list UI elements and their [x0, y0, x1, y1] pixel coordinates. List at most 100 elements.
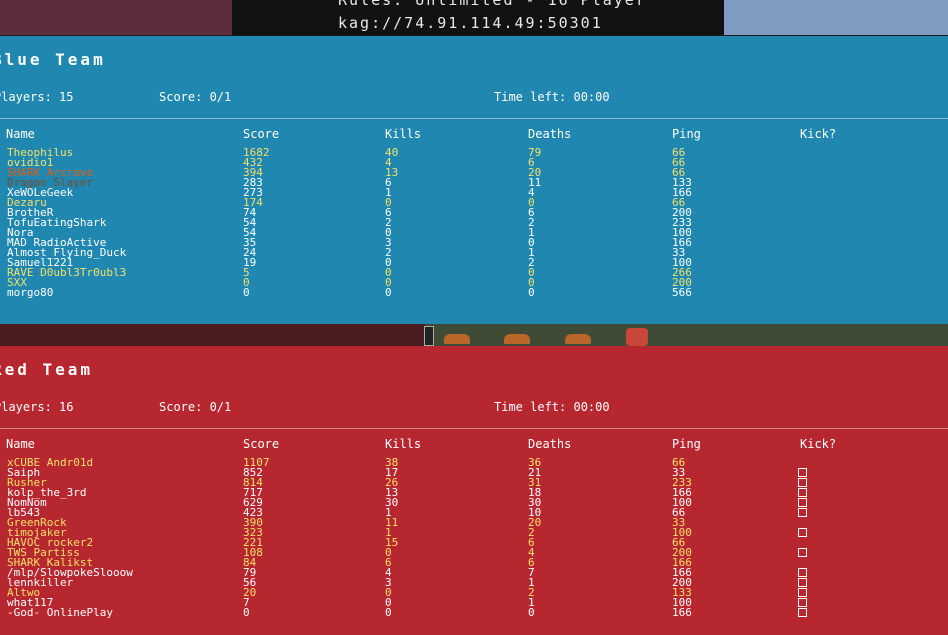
- player-row: SXX 0 0 0 200: [0, 276, 948, 289]
- kick-checkbox[interactable]: [798, 478, 807, 487]
- player-ping: 33: [672, 466, 686, 479]
- player-name: xCUBE Andr01d: [7, 456, 94, 469]
- player-score: 108: [243, 546, 263, 559]
- player-deaths: 36: [528, 456, 542, 469]
- player-name: GreenRock: [7, 516, 67, 529]
- player-sprite: [626, 328, 648, 346]
- kick-checkbox[interactable]: [798, 588, 807, 597]
- player-row: Saiph 852 17 21 33: [0, 466, 948, 479]
- player-deaths: 18: [528, 486, 542, 499]
- kick-checkbox[interactable]: [798, 468, 807, 477]
- column-header-name: Name: [6, 437, 35, 451]
- player-ping: 200: [672, 276, 692, 289]
- castle-wall: [0, 324, 425, 346]
- player-kills: 6: [385, 556, 392, 569]
- kick-checkbox[interactable]: [798, 598, 807, 607]
- player-row: HAVOC rocker2 221 15 6 66: [0, 536, 948, 549]
- player-ping: 233: [672, 216, 692, 229]
- kick-checkbox[interactable]: [798, 578, 807, 587]
- player-name: Samuel1221: [7, 256, 74, 269]
- player-ping: 200: [672, 206, 692, 219]
- background-tile-right: [724, 0, 948, 35]
- player-name: Nora: [7, 226, 34, 239]
- player-name: NomNom: [7, 496, 47, 509]
- player-deaths: 2: [528, 216, 535, 229]
- column-header-score: Score: [243, 127, 280, 141]
- player-deaths: 1: [528, 246, 535, 259]
- kick-checkbox[interactable]: [798, 568, 807, 577]
- player-deaths: 2: [528, 256, 535, 269]
- player-kills: 0: [385, 226, 392, 239]
- player-name: Theophilus: [7, 146, 74, 159]
- player-ping: 66: [672, 506, 686, 519]
- kick-checkbox[interactable]: [798, 498, 807, 507]
- player-name: HAVOC rocker2: [7, 536, 94, 549]
- door-sprite: [424, 326, 434, 346]
- player-score: 432: [243, 156, 263, 169]
- red-team-panel: Red Team Players: 16 Score: 0/1 Time lef…: [0, 346, 948, 635]
- player-kills: 0: [385, 546, 392, 559]
- player-score: 174: [243, 196, 263, 209]
- player-name: MAD RadioActive: [7, 236, 107, 249]
- player-kills: 0: [385, 286, 392, 299]
- player-score: 323: [243, 526, 263, 539]
- player-ping: 166: [672, 486, 692, 499]
- player-deaths: 4: [528, 546, 535, 559]
- red-team-score: Score: 0/1: [159, 400, 232, 414]
- player-name: Dezaru: [7, 196, 47, 209]
- player-ping: 66: [672, 166, 686, 179]
- player-row: lennkiller 56 3 1 200: [0, 576, 948, 589]
- player-score: 1682: [243, 146, 270, 159]
- player-deaths: 79: [528, 146, 542, 159]
- player-row: lb543 423 1 10 66: [0, 506, 948, 519]
- player-deaths: 7: [528, 566, 535, 579]
- column-header-name: Name: [6, 127, 35, 141]
- player-deaths: 20: [528, 516, 542, 529]
- player-name: Altwo: [7, 586, 41, 599]
- player-deaths: 2: [528, 526, 535, 539]
- player-row: SHARK Kalikst 84 6 6 166: [0, 556, 948, 569]
- player-deaths: 0: [528, 196, 535, 209]
- player-deaths: 30: [528, 496, 542, 509]
- player-kills: 4: [385, 566, 392, 579]
- player-deaths: 2: [528, 586, 535, 599]
- player-ping: 133: [672, 586, 692, 599]
- player-kills: 17: [385, 466, 399, 479]
- player-score: 717: [243, 486, 263, 499]
- background-tile-left: [0, 0, 232, 35]
- kick-checkbox[interactable]: [798, 548, 807, 557]
- column-header-kills: Kills: [385, 437, 422, 451]
- kick-checkbox[interactable]: [798, 488, 807, 497]
- player-score: 20: [243, 586, 257, 599]
- server-info-banner: [232, 0, 724, 35]
- player-name: BrotheR: [7, 206, 54, 219]
- player-name: SHARK Kalikst: [7, 556, 94, 569]
- player-name: TWS Partiss: [7, 546, 80, 559]
- player-row: MAD RadioActive 35 3 0 166: [0, 236, 948, 249]
- blue-time-left: Time left: 00:00: [494, 90, 610, 104]
- player-score: 84: [243, 556, 257, 569]
- player-ping: 100: [672, 526, 692, 539]
- player-score: 35: [243, 236, 257, 249]
- player-name: XeWOLeGeek: [7, 186, 74, 199]
- player-ping: 166: [672, 566, 692, 579]
- player-sprite: [565, 334, 591, 344]
- player-kills: 3: [385, 576, 392, 589]
- player-deaths: 10: [528, 506, 542, 519]
- kick-checkbox[interactable]: [798, 508, 807, 517]
- column-header-kick: Kick?: [800, 127, 837, 141]
- kick-checkbox[interactable]: [798, 528, 807, 537]
- player-kills: 2: [385, 216, 392, 229]
- player-name: -God- OnlinePlay: [7, 606, 113, 619]
- red-team-title: Red Team: [0, 360, 94, 379]
- kick-checkbox[interactable]: [798, 608, 807, 617]
- player-name: lb543: [7, 506, 41, 519]
- player-score: 390: [243, 516, 263, 529]
- player-name: what117: [7, 596, 54, 609]
- player-deaths: 0: [528, 236, 535, 249]
- player-row: BrotheR 74 6 6 200: [0, 206, 948, 219]
- column-header-ping: Ping: [672, 437, 701, 451]
- column-header-deaths: Deaths: [528, 437, 572, 451]
- player-score: 0: [243, 606, 250, 619]
- column-header-kills: Kills: [385, 127, 422, 141]
